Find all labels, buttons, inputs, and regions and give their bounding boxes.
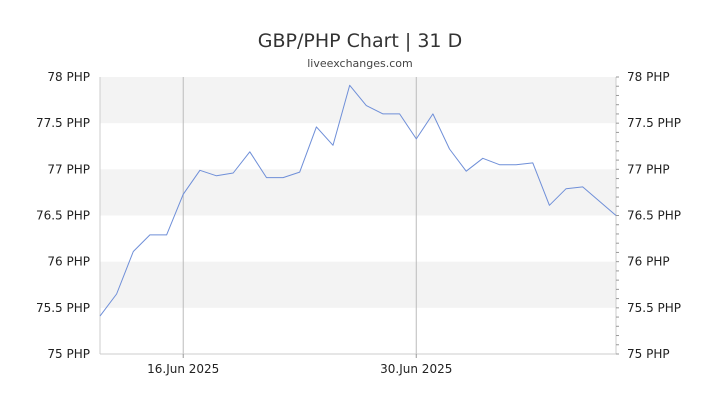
y-tick-label-left: 78 PHP [47,70,90,84]
y-tick-label-right: 75.5 PHP [627,301,681,315]
y-tick-label-right: 76.5 PHP [627,209,681,223]
series-group [99,84,617,317]
x-tick-label: 16.Jun 2025 [147,362,219,376]
y-tick-label-left: 77 PHP [47,162,90,176]
x-axis-labels: 16.Jun 2025 30.Jun 2025 [147,354,452,376]
y-axis-right-labels: 78 PHP 77.5 PHP 77 PHP 76.5 PHP 76 PHP 75.5 P… [627,70,681,361]
vertical-gridlines [182,77,417,354]
y-tick-label-right: 78 PHP [627,70,670,84]
y-tick-label-left: 75.5 PHP [36,301,90,315]
x-tick-label: 30.Jun 2025 [380,362,452,376]
y-tick-label-right: 77.5 PHP [627,116,681,130]
series-line [99,84,617,317]
y-tick-label-right: 75 PHP [627,347,670,361]
y-tick-label-left: 76.5 PHP [36,209,90,223]
grid-band [100,169,616,216]
y-tick-label-left: 75 PHP [47,347,90,361]
y-tick-label-right: 76 PHP [627,255,670,269]
grid-band [100,77,616,124]
y-tick-label-left: 76 PHP [47,255,90,269]
grid-band [100,261,616,308]
y-tick-label-left: 77.5 PHP [36,116,90,130]
chart-title: GBP/PHP Chart | 31 D [258,30,462,52]
grid-bands [100,77,616,308]
y-axis-left-labels: 78 PHP 77.5 PHP 77 PHP 76.5 PHP 76 PHP 75.5 P… [36,70,90,361]
chart-subtitle: liveexchanges.com [307,57,412,70]
y-tick-label-right: 77 PHP [627,162,670,176]
